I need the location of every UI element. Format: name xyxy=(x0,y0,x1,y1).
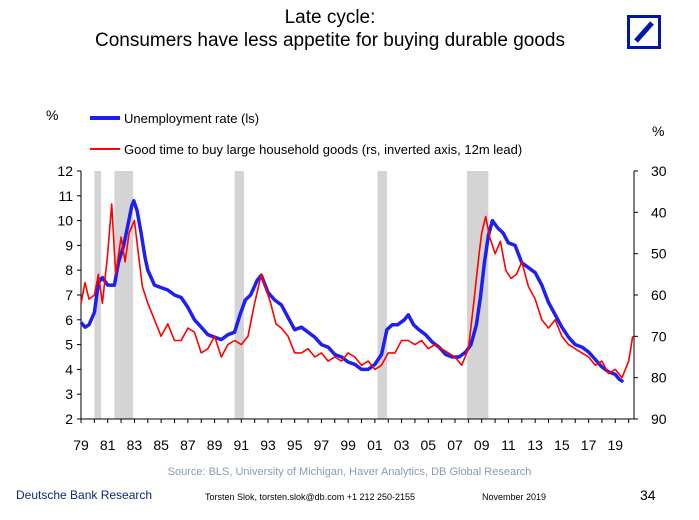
left-tick-label: 11 xyxy=(58,188,73,204)
left-tick-label: 12 xyxy=(57,163,73,179)
x-tick-label: 19 xyxy=(608,437,624,453)
series-line-good-time-to-buy xyxy=(80,203,634,379)
right-tick-label: 60 xyxy=(651,287,667,303)
x-tick-label: 17 xyxy=(581,437,597,453)
x-tick-label: 95 xyxy=(287,437,303,453)
x-tick-label: 03 xyxy=(394,437,410,453)
x-axis-ticks: 79 81 83 85 87 89 91 93 95 97 99 01 03 05 07 09 11 13 15 17… xyxy=(73,419,630,453)
left-tick-label: 5 xyxy=(65,337,73,353)
right-axis-ticks: 30 40 50 60 70 80 90 xyxy=(634,163,667,427)
right-tick-label: 40 xyxy=(651,204,667,220)
right-tick-label: 30 xyxy=(651,163,667,179)
chart-axes xyxy=(80,171,635,420)
right-tick-label: 50 xyxy=(651,246,667,262)
x-tick-label: 05 xyxy=(421,437,437,453)
left-tick-label: 10 xyxy=(57,213,73,229)
left-tick-label: 8 xyxy=(65,262,73,278)
x-tick-label: 15 xyxy=(554,437,570,453)
left-tick-label: 6 xyxy=(65,312,73,328)
x-tick-label: 79 xyxy=(73,437,89,453)
x-tick-label: 07 xyxy=(447,437,463,453)
x-tick-label: 11 xyxy=(501,437,516,453)
x-tick-label: 81 xyxy=(100,437,116,453)
right-tick-label: 90 xyxy=(651,411,667,427)
recession-band-2 xyxy=(234,171,244,419)
left-tick-label: 9 xyxy=(65,237,73,253)
source-note: Source: BLS, University of Michigan, Hav… xyxy=(167,466,532,478)
x-tick-label: 91 xyxy=(234,437,250,453)
right-tick-label: 80 xyxy=(651,370,667,386)
left-tick-label: 2 xyxy=(65,411,73,427)
left-tick-label: 4 xyxy=(65,361,73,377)
legend: Unemployment rate (ls) Good time to buy … xyxy=(90,111,522,157)
page-number: 34 xyxy=(640,487,656,503)
left-tick-label: 7 xyxy=(65,287,73,303)
x-tick-label: 97 xyxy=(314,437,330,453)
x-tick-label: 13 xyxy=(527,437,543,453)
legend-label-unemployment: Unemployment rate (ls) xyxy=(124,111,259,126)
right-axis-unit: % xyxy=(652,123,664,139)
footer-date: November 2019 xyxy=(482,492,547,502)
deutsche-bank-logo-icon xyxy=(627,15,661,49)
series-lines xyxy=(79,199,634,384)
x-tick-label: 87 xyxy=(180,437,196,453)
footer-author: Torsten Slok, torsten.slok@db.com +1 212… xyxy=(205,492,416,502)
recession-bands xyxy=(94,171,489,419)
x-tick-label: 01 xyxy=(367,437,383,453)
footer-brand: Deutsche Bank Research xyxy=(16,488,153,502)
x-tick-label: 85 xyxy=(153,437,169,453)
recession-band-3 xyxy=(377,171,387,419)
right-tick-label: 70 xyxy=(651,328,667,344)
x-tick-label: 93 xyxy=(260,437,276,453)
legend-label-good-time-to-buy: Good time to buy large household goods (… xyxy=(124,142,522,157)
x-tick-label: 89 xyxy=(207,437,223,453)
left-axis-ticks: 12 11 10 9 8 7 6 5 4 3 2 xyxy=(57,163,81,427)
chart-title-line1: Late cycle: xyxy=(284,7,376,28)
left-tick-label: 3 xyxy=(65,386,73,402)
left-axis-unit: % xyxy=(46,107,58,123)
x-tick-label: 99 xyxy=(340,437,356,453)
x-tick-label: 09 xyxy=(474,437,490,453)
chart-title-line2: Consumers have less appetite for buying … xyxy=(94,30,565,51)
series-line-unemployment xyxy=(79,199,625,384)
x-tick-label: 83 xyxy=(127,437,143,453)
recession-band-4 xyxy=(467,171,489,419)
